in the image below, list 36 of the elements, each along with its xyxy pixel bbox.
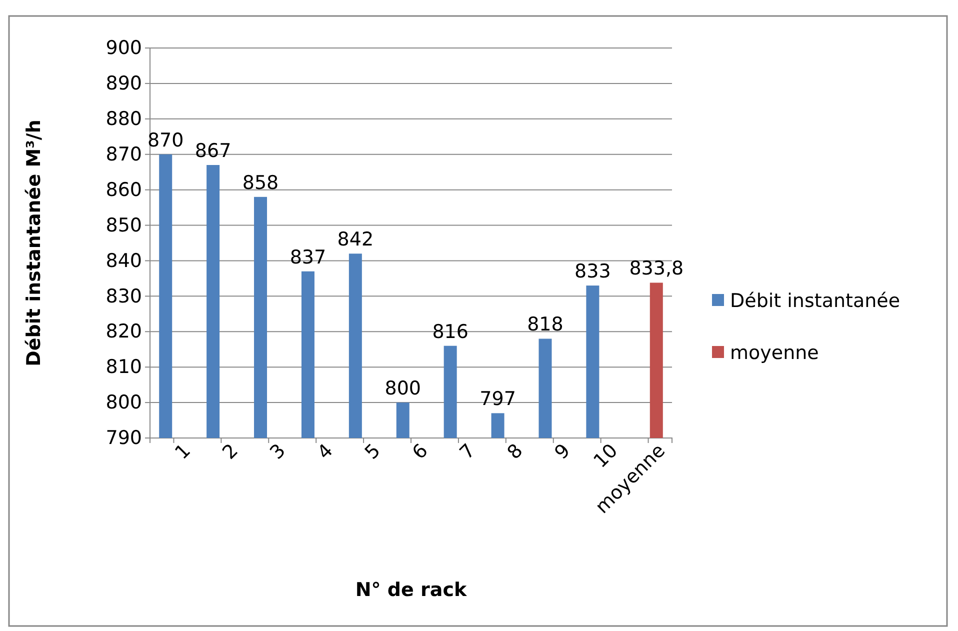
x-tick-label: 2 — [218, 440, 242, 464]
x-tick-label: 5 — [360, 440, 385, 464]
data-label: 816 — [432, 320, 468, 343]
y-tick-label: 860 — [106, 178, 142, 201]
y-tick-label: 810 — [106, 356, 142, 378]
y-tick-label: 880 — [106, 108, 142, 130]
data-label: 867 — [194, 140, 232, 162]
y-tick-label: 890 — [106, 72, 142, 95]
y-tick-label: 850 — [106, 214, 142, 236]
legend-label: Débit instantanée — [730, 290, 900, 312]
x-tick-label: 7 — [456, 440, 480, 464]
y-tick-label: 830 — [106, 285, 142, 308]
x-tick-label: 1 — [170, 440, 196, 464]
data-label: 870 — [147, 129, 184, 152]
data-label: 858 — [242, 172, 279, 194]
y-tick-label: 840 — [106, 250, 142, 272]
data-label: 837 — [290, 246, 326, 268]
data-label: 818 — [527, 314, 564, 336]
x-tick-label: 6 — [408, 440, 432, 464]
y-tick-label: 870 — [106, 143, 142, 166]
data-label: 797 — [480, 388, 516, 410]
data-label: 800 — [384, 378, 422, 400]
data-label: 842 — [337, 228, 374, 251]
x-tick-label: 8 — [503, 440, 528, 464]
x-tick-label: 3 — [266, 440, 290, 464]
legend-label: moyenne — [730, 342, 819, 364]
y-axis-title: Débit instantanée M³/h — [23, 120, 45, 366]
y-tick-label: 790 — [106, 427, 142, 450]
data-label: 833,8 — [629, 258, 684, 280]
y-tick-label: 800 — [106, 392, 142, 414]
y-tick-label: 900 — [106, 37, 142, 60]
x-tick-label: 4 — [313, 440, 338, 464]
y-tick-label: 820 — [106, 320, 142, 343]
data-label: 833 — [574, 260, 611, 283]
x-axis-title: N° de rack — [355, 579, 467, 601]
x-tick-label: 9 — [550, 440, 575, 464]
